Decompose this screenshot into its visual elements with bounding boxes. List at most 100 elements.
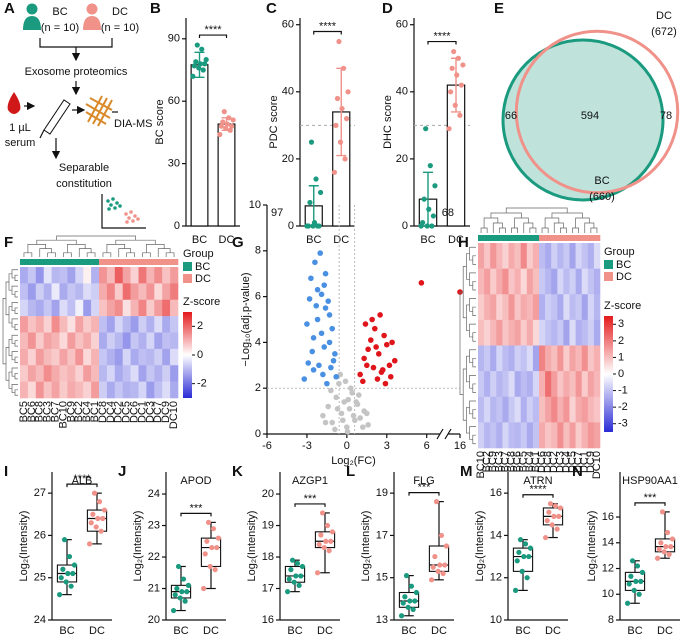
data-point bbox=[336, 38, 342, 45]
group-bar bbox=[508, 235, 515, 241]
heatmap-cell bbox=[508, 268, 515, 295]
data-point bbox=[345, 396, 351, 403]
group-name: DC bbox=[112, 6, 128, 18]
heatmap-cell bbox=[170, 299, 179, 317]
heatmap-cell bbox=[59, 283, 68, 301]
group-bar bbox=[484, 235, 491, 241]
heatmap-cell bbox=[130, 348, 139, 366]
data-point bbox=[316, 223, 322, 229]
y-tick-label: 8 bbox=[255, 245, 261, 257]
column-label: DC8 bbox=[542, 451, 554, 473]
y-tick-label: 17 bbox=[262, 582, 274, 594]
heatmap-cell bbox=[43, 283, 52, 301]
heatmap-cell bbox=[539, 319, 546, 346]
column-label: BC3 bbox=[42, 401, 54, 422]
y-tick-label: 21 bbox=[148, 582, 160, 594]
y-tick-label: 14 bbox=[602, 537, 614, 549]
heatmap-cell bbox=[563, 268, 570, 295]
y-tick-label: 12 bbox=[602, 562, 614, 574]
heatmap-cell bbox=[520, 294, 528, 321]
colorbar-tick-label: 0 bbox=[197, 349, 203, 361]
heatmap-cell bbox=[551, 268, 558, 295]
heatmap-cell bbox=[170, 267, 179, 284]
heatmap-cell bbox=[545, 371, 552, 398]
data-point bbox=[516, 549, 522, 555]
y-tick-label: 15 bbox=[376, 572, 388, 584]
heatmap-cell bbox=[51, 283, 60, 301]
colorbar-title: Z-score bbox=[183, 296, 220, 308]
data-point bbox=[547, 501, 554, 507]
data-point bbox=[314, 570, 321, 576]
heatmap-cell bbox=[162, 299, 171, 317]
data-point bbox=[557, 505, 564, 511]
significance-label: **** bbox=[433, 30, 451, 42]
heatmap-cell bbox=[162, 316, 171, 333]
heatmap-cell bbox=[59, 381, 68, 399]
data-point bbox=[203, 57, 209, 63]
colorbar-tick-label: -3 bbox=[618, 418, 628, 430]
data-point bbox=[220, 119, 226, 125]
panel-label: D bbox=[382, 0, 393, 17]
heatmap-cell bbox=[114, 365, 123, 382]
heatmap-cell bbox=[539, 422, 546, 449]
count-label: 97 bbox=[271, 207, 283, 219]
column-label: BC2 bbox=[73, 401, 85, 422]
data-point bbox=[442, 562, 448, 568]
heatmap-cell bbox=[575, 243, 582, 269]
heatmap-cell bbox=[539, 345, 546, 372]
data-point bbox=[322, 419, 329, 426]
data-point bbox=[336, 380, 342, 387]
y-tick-label: 8 bbox=[608, 614, 614, 626]
data-point bbox=[369, 316, 375, 323]
heatmap-cell bbox=[67, 348, 76, 366]
heatmap-cell bbox=[35, 299, 44, 317]
region-count: 594 bbox=[581, 110, 599, 122]
heatmap-cell bbox=[526, 422, 534, 449]
column-label: DC3 bbox=[554, 451, 566, 473]
data-point bbox=[226, 115, 232, 121]
data-point bbox=[631, 587, 637, 594]
data-point bbox=[629, 558, 636, 564]
data-point bbox=[353, 399, 359, 405]
data-point bbox=[289, 557, 296, 563]
heatmap-cell bbox=[35, 283, 44, 301]
heatmap-cell bbox=[43, 299, 52, 317]
significance-label: *** bbox=[644, 492, 658, 504]
heatmap-cell bbox=[478, 371, 485, 398]
data-point bbox=[175, 563, 182, 570]
x-tick-label: 6 bbox=[424, 440, 430, 452]
data-point bbox=[296, 582, 302, 588]
heatmap-cell bbox=[593, 294, 601, 321]
heatmap-cell bbox=[593, 319, 601, 346]
data-point bbox=[326, 339, 333, 346]
heatmap-cell bbox=[27, 365, 37, 382]
heatmap-cell bbox=[91, 348, 100, 366]
significance-bracket bbox=[180, 512, 212, 517]
column-label: DC9 bbox=[585, 451, 597, 473]
heatmap-cell bbox=[51, 316, 60, 333]
set-name: BC bbox=[594, 175, 609, 187]
y-tick-label: 12 bbox=[490, 572, 502, 584]
heatmap-cell bbox=[83, 267, 92, 284]
heatmap-cell bbox=[138, 365, 147, 382]
y-axis-title: DHC score bbox=[382, 95, 394, 149]
data-point bbox=[658, 540, 664, 546]
heatmap-cell bbox=[51, 299, 60, 317]
heatmap-cell bbox=[67, 267, 76, 284]
y-tick-label: 22 bbox=[148, 551, 160, 563]
data-point bbox=[430, 564, 436, 570]
region-count: 78 bbox=[660, 110, 672, 122]
significance-bracket bbox=[634, 502, 666, 506]
data-point bbox=[426, 206, 432, 212]
data-point bbox=[197, 61, 203, 67]
data-point bbox=[333, 122, 339, 128]
data-point bbox=[306, 296, 313, 302]
legend-title: Group bbox=[604, 246, 635, 258]
heatmap-cell bbox=[146, 332, 155, 350]
data-point bbox=[202, 551, 208, 557]
legend-label: DC bbox=[195, 273, 211, 285]
heatmap-cell bbox=[59, 299, 68, 317]
data-point bbox=[428, 577, 435, 583]
heatmap-cell bbox=[91, 316, 100, 333]
heatmap-cell bbox=[162, 381, 171, 399]
